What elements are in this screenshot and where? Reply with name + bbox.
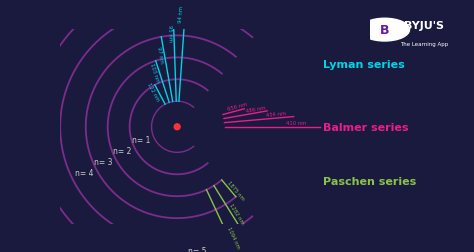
Text: n= 4: n= 4 bbox=[75, 168, 94, 177]
Text: Paschen series: Paschen series bbox=[323, 177, 417, 186]
Circle shape bbox=[174, 124, 180, 130]
Text: 1875 nm: 1875 nm bbox=[226, 179, 245, 201]
Text: 410 nm: 410 nm bbox=[286, 120, 306, 125]
Text: n= 5: n= 5 bbox=[188, 246, 207, 252]
Circle shape bbox=[360, 19, 410, 42]
Text: 95 nm: 95 nm bbox=[167, 25, 172, 42]
Text: 103 nm: 103 nm bbox=[149, 63, 160, 84]
Text: n= 3: n= 3 bbox=[94, 157, 113, 166]
Text: n= 1: n= 1 bbox=[132, 136, 151, 144]
Text: 656 nm: 656 nm bbox=[228, 102, 248, 112]
Text: Lyman series: Lyman series bbox=[323, 60, 405, 70]
Text: n= 2: n= 2 bbox=[113, 146, 132, 155]
Text: The Learning App: The Learning App bbox=[401, 42, 448, 47]
Text: 97 nm: 97 nm bbox=[156, 46, 164, 63]
Text: Balmer series: Balmer series bbox=[323, 122, 409, 132]
Text: 122 nm: 122 nm bbox=[146, 82, 161, 103]
Text: BYJU'S: BYJU'S bbox=[404, 21, 445, 31]
Text: 1094 nm: 1094 nm bbox=[227, 226, 241, 249]
Text: 434 nm: 434 nm bbox=[265, 111, 286, 118]
Text: B: B bbox=[380, 24, 390, 37]
Text: 486 nm: 486 nm bbox=[245, 105, 266, 113]
Text: 94 nm: 94 nm bbox=[178, 6, 184, 23]
Text: 1282 nm: 1282 nm bbox=[228, 202, 245, 225]
